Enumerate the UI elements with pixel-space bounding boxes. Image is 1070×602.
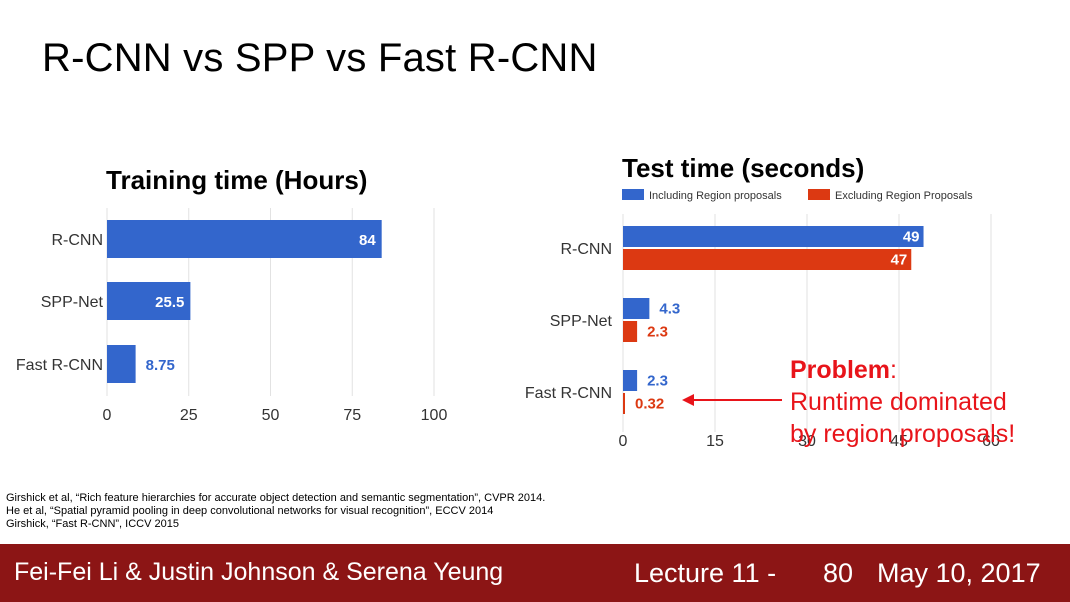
citation: He et al, “Spatial pyramid pooling in de… bbox=[6, 505, 494, 517]
category-label: Fast R-CNN bbox=[525, 385, 612, 402]
data-label: 84 bbox=[359, 232, 376, 249]
category-label: SPP-Net bbox=[550, 313, 613, 330]
legend: Including Region proposals Excluding Reg… bbox=[622, 189, 973, 202]
x-tick-label: 30 bbox=[798, 433, 816, 450]
category-label: R-CNN bbox=[51, 232, 103, 249]
x-tick-label: 15 bbox=[706, 433, 724, 450]
bar bbox=[623, 298, 650, 319]
bar bbox=[623, 321, 638, 342]
chart-title: Training time (Hours) bbox=[106, 165, 367, 195]
callout-line-3: by region proposals! bbox=[790, 420, 1016, 448]
citation: Girshick et al, “Rich feature hierarchie… bbox=[6, 492, 546, 504]
citations: Girshick et al, “Rich feature hierarchie… bbox=[6, 492, 545, 531]
data-label: 2.3 bbox=[647, 324, 668, 341]
legend-label-excluding: Excluding Region Proposals bbox=[835, 190, 973, 202]
bar bbox=[623, 226, 924, 247]
x-tick-label: 60 bbox=[982, 433, 1000, 450]
citation: Girshick, “Fast R-CNN”, ICCV 2015 bbox=[6, 518, 179, 530]
category-label: R-CNN bbox=[560, 241, 612, 258]
bar bbox=[107, 220, 382, 258]
legend-label-including: Including Region proposals bbox=[649, 190, 782, 202]
x-tick-label: 50 bbox=[262, 407, 280, 424]
bar bbox=[623, 370, 638, 391]
legend-swatch-excluding bbox=[808, 189, 830, 200]
callout-heading: Problem bbox=[790, 356, 891, 384]
x-tick-label: 75 bbox=[343, 407, 361, 424]
bar bbox=[623, 249, 912, 270]
footer-lecture: Lecture 11 - bbox=[634, 558, 777, 588]
bar bbox=[107, 345, 136, 383]
x-tick-label: 100 bbox=[421, 407, 448, 424]
x-tick-label: 0 bbox=[103, 407, 112, 424]
data-label: 47 bbox=[891, 252, 908, 269]
problem-callout: Problem: Runtime dominated by region pro… bbox=[790, 354, 1015, 450]
x-tick-label: 0 bbox=[619, 433, 628, 450]
data-label: 0.32 bbox=[635, 396, 664, 413]
data-label: 49 bbox=[903, 229, 920, 246]
category-label: SPP-Net bbox=[41, 294, 104, 311]
bar bbox=[107, 282, 191, 320]
callout-line-1: Problem: bbox=[790, 356, 897, 384]
callout-arrow bbox=[682, 394, 782, 406]
legend-swatch-including bbox=[622, 189, 644, 200]
footer-date: May 10, 2017 bbox=[877, 558, 1041, 588]
data-label: 8.75 bbox=[146, 357, 175, 374]
bar bbox=[623, 393, 625, 414]
footer-bar: Fei-Fei Li & Justin Johnson & Serena Yeu… bbox=[0, 544, 1070, 602]
data-label: 2.3 bbox=[647, 373, 668, 390]
x-tick-label: 45 bbox=[890, 433, 908, 450]
slide-title: R-CNN vs SPP vs Fast R-CNN bbox=[42, 36, 598, 80]
data-label: 25.5 bbox=[155, 294, 184, 311]
data-label: 4.3 bbox=[659, 301, 680, 318]
footer-page-number: 80 bbox=[823, 558, 854, 588]
x-tick-label: 25 bbox=[180, 407, 198, 424]
callout-line-2: Runtime dominated bbox=[790, 388, 1007, 416]
footer-authors: Fei-Fei Li & Justin Johnson & Serena Yeu… bbox=[14, 558, 504, 586]
chart-title: Test time (seconds) bbox=[622, 153, 864, 183]
arrow-head bbox=[682, 394, 694, 406]
category-label: Fast R-CNN bbox=[16, 357, 103, 374]
